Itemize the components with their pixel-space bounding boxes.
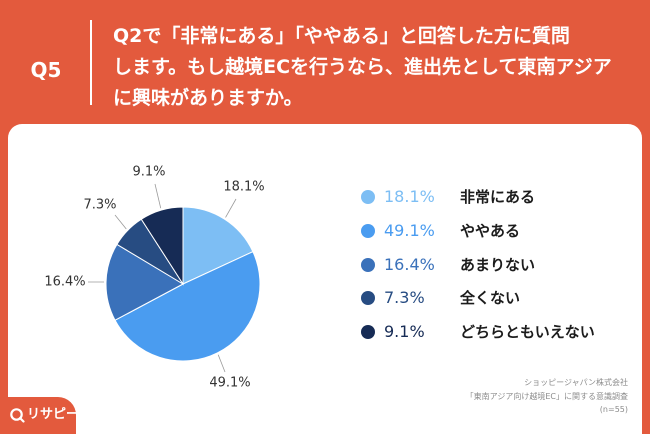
pie-value-label-3: 16.4% [44, 275, 85, 290]
pie-value-label-4: 7.3% [83, 198, 116, 213]
question-line-2: します。もし越境ECを行うなら、進出先として東南アジア [113, 56, 612, 78]
legend-swatch [361, 224, 375, 238]
legend-label: あまりない [460, 256, 536, 274]
legend-swatch [361, 325, 375, 339]
legend-label: ややある [460, 222, 521, 240]
legend: 18.1% 非常にある 49.1% ややある 16.4% あまりない 7.3% … [355, 180, 635, 350]
legend-label: 非常にある [460, 188, 536, 206]
pie-chart: 18.1% 49.1% 16.4% 7.3% 9.1% [44, 165, 264, 391]
legend-percentage: 49.1% [384, 221, 435, 240]
pie-slice-3 [105, 243, 185, 321]
header-divider [90, 20, 92, 105]
pie-slice-1 [182, 206, 254, 285]
legend-swatch [361, 190, 375, 204]
brand-magnifier-icon [10, 408, 25, 423]
legend-item-not-at-all-interested: 7.3% 全くない [355, 281, 635, 315]
legend-label: 全くない [460, 289, 521, 307]
legend-percentage: 9.1% [384, 322, 425, 341]
pie-leader-line-5 [154, 183, 162, 209]
source-sample-size: (n=55) [599, 405, 628, 414]
pie-value-label-5: 9.1% [132, 165, 165, 180]
legend-percentage: 7.3% [384, 288, 425, 307]
pie-leader-line-2 [217, 354, 226, 373]
brand-logo: リサピー [0, 397, 80, 434]
legend-item-very-interested: 18.1% 非常にある [355, 180, 635, 214]
source-company: ショッピージャパン株式会社 [524, 378, 628, 387]
legend-percentage: 16.4% [384, 255, 435, 274]
pie-value-label-1: 18.1% [223, 180, 264, 195]
legend-item-somewhat-interested: 49.1% ややある [355, 214, 635, 248]
question-line-1: Q2で「非常にある」「ややある」と回答した方に質問 [113, 25, 570, 47]
pie-slice-2 [114, 250, 261, 362]
pie-slice-5 [140, 206, 184, 286]
legend-swatch [361, 258, 375, 272]
legend-label: どちらともいえない [460, 323, 595, 341]
pie-value-label-2: 49.1% [209, 376, 250, 391]
pie-leader-line-1 [225, 198, 237, 218]
legend-percentage: 18.1% [384, 187, 435, 206]
question-line-3: に興味がありますか。 [113, 87, 303, 109]
question-text: Q2で「非常にある」「ややある」と回答した方に質問 します。もし越境ECを行うな… [113, 21, 638, 114]
legend-item-neither: 9.1% どちらともいえない [355, 315, 635, 349]
pie-leader-line-4 [114, 214, 127, 230]
legend-swatch [361, 291, 375, 305]
question-number: Q5 [30, 58, 62, 82]
source-note: ショッピージャパン株式会社 「東南アジア向け越境EC」に関する意識調査 (n=5… [466, 376, 628, 417]
source-survey-name: 「東南アジア向け越境EC」に関する意識調査 [465, 391, 628, 401]
brand-logo-text: リサピー [27, 407, 80, 422]
legend-item-not-very-interested: 16.4% あまりない [355, 248, 635, 282]
